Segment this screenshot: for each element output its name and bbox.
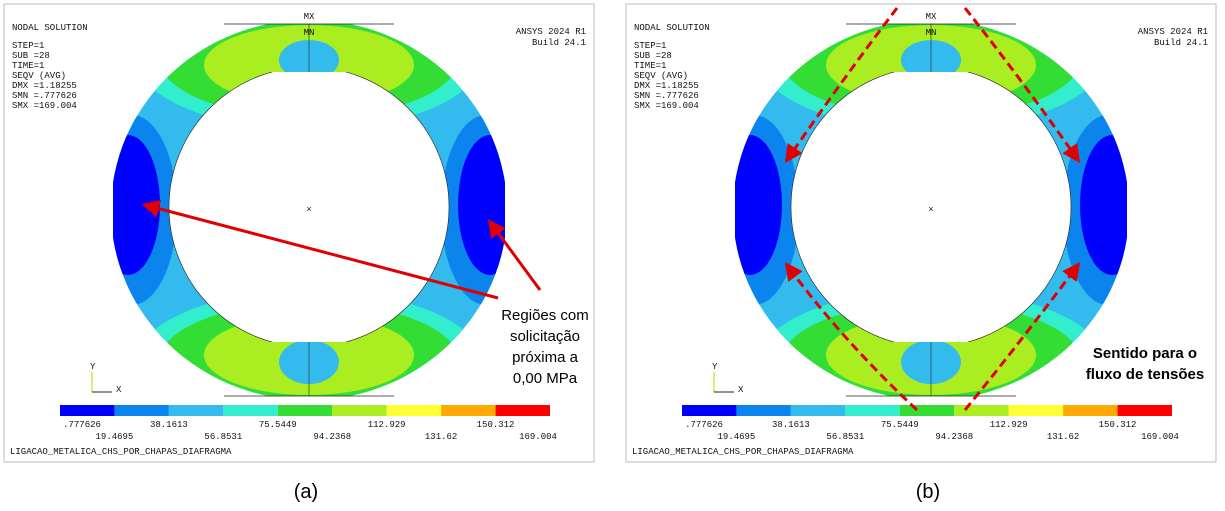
axis-label: Y — [90, 362, 96, 372]
annotation-text: próxima a — [512, 349, 579, 366]
legend-swatch — [1063, 405, 1117, 416]
legend-label: 150.312 — [477, 420, 515, 430]
annotation-text: fluxo de tensões — [1086, 366, 1204, 383]
legend-label: .777626 — [685, 420, 723, 430]
panel-caption: (b) — [916, 481, 940, 503]
legend-swatch — [900, 405, 954, 416]
legend-label: 38.1613 — [772, 420, 810, 430]
center-mark: × — [928, 205, 933, 215]
extreme-marker: MN — [304, 28, 315, 38]
figure: ×NODAL SOLUTIONSTEP=1SUB =28TIME=1SEQV (… — [0, 0, 1225, 511]
extreme-marker: MX — [304, 12, 315, 22]
result-info: SMN =.777626 — [634, 91, 699, 101]
legend-swatch — [1009, 405, 1063, 416]
software-info: Build 24.1 — [532, 38, 586, 48]
legend-swatch — [496, 405, 550, 416]
legend-swatch — [954, 405, 1008, 416]
extreme-marker: MN — [926, 28, 937, 38]
legend-label: 112.929 — [990, 420, 1028, 430]
result-info: SEQV (AVG) — [634, 71, 688, 81]
annotation-text: Regiões com — [501, 307, 589, 324]
annotation-text: solicitação — [510, 328, 580, 345]
legend-swatch — [845, 405, 899, 416]
legend-label: 94.2368 — [935, 432, 973, 442]
result-info: TIME=1 — [634, 61, 666, 71]
legend-swatch — [682, 405, 736, 416]
result-title: NODAL SOLUTION — [12, 23, 88, 33]
axis-label: X — [738, 385, 744, 395]
legend-swatch — [791, 405, 845, 416]
result-info: SMN =.777626 — [12, 91, 77, 101]
result-info: SMX =169.004 — [12, 101, 77, 111]
legend-label: 56.8531 — [204, 432, 242, 442]
legend-label: .777626 — [63, 420, 101, 430]
result-info: TIME=1 — [12, 61, 44, 71]
legend-swatch — [278, 405, 332, 416]
annotation-text: 0,00 MPa — [513, 370, 578, 387]
result-info: DMX =1.18255 — [12, 81, 77, 91]
center-mark: × — [306, 205, 311, 215]
legend-label: 150.312 — [1099, 420, 1137, 430]
legend-label: 75.5449 — [881, 420, 919, 430]
legend-swatch — [1118, 405, 1172, 416]
legend-label: 38.1613 — [150, 420, 188, 430]
result-info: DMX =1.18255 — [634, 81, 699, 91]
result-info: STEP=1 — [12, 41, 44, 51]
legend-label: 131.62 — [425, 432, 457, 442]
extreme-marker: MX — [926, 12, 937, 22]
model-name: LIGACAO_METALICA_CHS_POR_CHAPAS_DIAFRAGM… — [10, 447, 232, 457]
legend-label: 19.4695 — [718, 432, 756, 442]
legend-swatch — [169, 405, 223, 416]
legend-swatch — [223, 405, 277, 416]
result-info: STEP=1 — [634, 41, 666, 51]
legend-label: 131.62 — [1047, 432, 1079, 442]
result-title: NODAL SOLUTION — [634, 23, 710, 33]
model-name: LIGACAO_METALICA_CHS_POR_CHAPAS_DIAFRAGM… — [632, 447, 854, 457]
result-info: SEQV (AVG) — [12, 71, 66, 81]
legend-swatch — [736, 405, 790, 416]
legend-label: 56.8531 — [826, 432, 864, 442]
annotation-text: Sentido para o — [1093, 345, 1197, 362]
legend-swatch — [114, 405, 168, 416]
legend-label: 19.4695 — [96, 432, 134, 442]
panel-caption: (a) — [294, 481, 318, 503]
axis-label: Y — [712, 362, 718, 372]
legend-label: 169.004 — [519, 432, 557, 442]
software-info: ANSYS 2024 R1 — [1138, 27, 1208, 37]
legend-swatch — [60, 405, 114, 416]
legend-label: 112.929 — [368, 420, 406, 430]
legend-swatch — [441, 405, 495, 416]
legend-swatch — [387, 405, 441, 416]
legend-label: 94.2368 — [313, 432, 351, 442]
legend-swatch — [332, 405, 386, 416]
result-info: SMX =169.004 — [634, 101, 699, 111]
axis-label: X — [116, 385, 122, 395]
legend-label: 169.004 — [1141, 432, 1179, 442]
result-info: SUB =28 — [12, 51, 50, 61]
result-info: SUB =28 — [634, 51, 672, 61]
software-info: ANSYS 2024 R1 — [516, 27, 586, 37]
software-info: Build 24.1 — [1154, 38, 1208, 48]
legend-label: 75.5449 — [259, 420, 297, 430]
